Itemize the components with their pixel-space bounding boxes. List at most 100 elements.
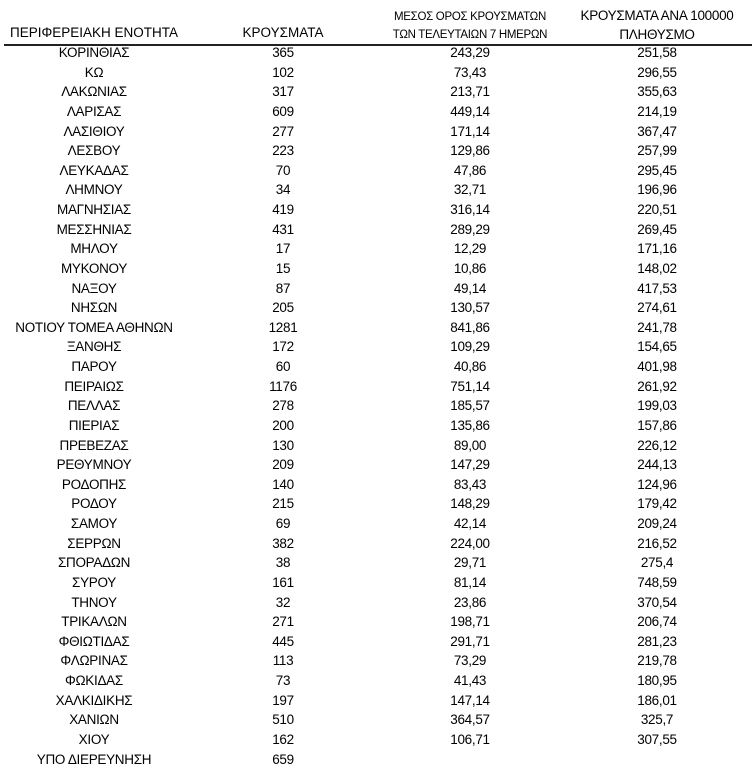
cell-per100k: 244,13 [637,457,677,473]
cell-region: ΛΑΡΙΣΑΣ [66,103,122,119]
cell-avg7: 29,71 [453,555,487,571]
cell-avg7: 316,14 [450,202,490,217]
header-per100k: ΚΡΟΥΣΜΑΤΑ ΑΝΑ 100000 ΠΛΗΘΥΣΜΟ [567,6,747,44]
cell-region: ΞΑΝΘΗΣ [66,339,122,355]
cell-cases: 609 [272,103,294,119]
cell-region: ΠΙΕΡΙΑΣ [68,417,120,433]
cell-cases: 278 [272,398,294,414]
cell-per100k: 199,03 [637,398,677,414]
cell-cases: 277 [272,123,294,139]
cell-per100k: 186,01 [637,692,677,708]
table-body: ΚΟΡΙΝΘΙΑΣ 365 243,29 251,58 ΚΩ 102 73,43 296,55… [0,43,752,769]
cell-avg7: 148,29 [450,496,490,512]
header-divider [4,44,752,46]
table-row: ΛΕΣΒΟΥ 223 129,86 257,99 [0,141,752,161]
cell-avg7: 171,14 [450,123,490,139]
cell-per100k: 148,02 [637,260,677,276]
cell-cases: 205 [272,300,294,316]
cell-cases: 197 [272,692,294,708]
table-row: ΛΕΥΚΑΔΑΣ 70 47,86 295,45 [0,161,752,181]
cell-region: ΣΥΡΟΥ [72,574,116,590]
cell-avg7: 751,14 [450,378,490,394]
cell-avg7: 73,43 [453,64,487,80]
cell-cases: 1281 [268,319,298,335]
cell-region: ΥΠΟ ΔΙΕΡΕΥΝΗΣΗ [36,751,152,767]
cell-cases: 130 [272,437,294,453]
cell-per100k: 367,47 [637,123,677,139]
cell-region: ΦΛΩΡΙΝΑΣ [60,653,128,669]
cell-avg7: 83,43 [453,476,487,492]
cell-region: ΛΕΣΒΟΥ [67,143,121,159]
cell-avg7: 23,86 [453,594,487,610]
table-row: ΜΕΣΣΗΝΙΑΣ 431 289,29 269,45 [0,220,752,240]
table-row: ΝΟΤΙΟΥ ΤΟΜΕΑ ΑΘΗΝΩΝ 1281 841,86 241,78 [0,318,752,338]
cell-avg7: 10,86 [453,260,487,276]
cell-avg7: 109,29 [450,339,490,355]
cell-avg7: 289,29 [450,221,490,237]
cell-per100k: 325,7 [640,712,674,728]
cell-avg7: 12,29 [453,241,487,257]
table-row: ΠΡΕΒΕΖΑΣ 130 89,00 226,12 [0,436,752,456]
table-row: ΛΗΜΝΟΥ 34 32,71 196,96 [0,180,752,200]
table-row: ΧΑΛΚΙΔΙΚΗΣ 197 147,14 186,01 [0,691,752,711]
cell-avg7: 41,43 [453,673,487,688]
cell-cases: 1176 [269,378,297,394]
cell-cases: 87 [275,280,291,296]
table-row: ΧΙΟΥ 162 106,71 307,55 [0,730,752,750]
cell-avg7: 841,86 [450,319,490,335]
cell-cases: 419 [272,202,294,217]
cell-per100k: 274,61 [637,300,677,316]
cell-avg7: 129,86 [450,143,490,159]
table-row: ΛΑΣΙΘΙΟΥ 277 171,14 367,47 [0,122,752,142]
cell-avg7: 130,57 [450,300,490,316]
cell-region: ΧΙΟΥ [78,731,110,747]
cell-per100k: 154,65 [637,339,677,355]
cell-region: ΦΩΚΙΔΑΣ [65,673,123,688]
cell-cases: 431 [272,221,294,237]
cell-avg7: 32,71 [453,182,487,198]
cell-region: ΝΑΞΟΥ [71,280,117,296]
table-row: ΣΠΟΡΑΔΩΝ 38 29,71 275,4 [0,553,752,573]
cell-region: ΠΡΕΒΕΖΑΣ [59,437,129,453]
cell-per100k: 355,63 [637,84,677,100]
table-row: ΚΩ 102 73,43 296,55 [0,63,752,83]
cell-per100k: 216,52 [637,535,677,551]
table-row: ΠΕΛΛΑΣ 278 185,57 199,03 [0,396,752,416]
cell-region: ΤΗΝΟΥ [71,594,117,610]
cell-cases: 140 [272,476,294,492]
cell-avg7: 364,57 [450,712,490,728]
cell-per100k: 261,92 [637,378,677,394]
table-row: ΣΑΜΟΥ 69 42,14 209,24 [0,514,752,534]
cell-per100k: 157,86 [637,417,677,433]
cell-region: ΡΕΘΥΜΝΟΥ [56,457,132,473]
header-per100k-line2: ΠΛΗΘΥΣΜΟ [619,27,695,42]
table-row: ΤΗΝΟΥ 32 23,86 370,54 [0,593,752,613]
table-row: ΡΟΔΟΥ 215 148,29 179,42 [0,494,752,514]
cell-avg7: 47,86 [453,162,487,178]
cell-region: ΚΟΡΙΝΘΙΑΣ [58,45,130,60]
cell-region: ΤΡΙΚΑΛΩΝ [61,614,127,630]
cell-avg7: 40,86 [453,359,487,374]
table-row: ΞΑΝΘΗΣ 172 109,29 154,65 [0,337,752,357]
cell-cases: 17 [275,241,291,257]
cell-per100k: 124,96 [637,476,677,492]
cell-cases: 73 [275,673,291,688]
cell-avg7: 243,29 [450,45,490,60]
cell-region: ΛΑΣΙΘΙΟΥ [63,123,125,139]
cell-cases: 60 [275,359,291,374]
cell-region: ΜΗΛΟΥ [70,241,118,257]
header-avg7-line2: ΤΩΝ ΤΕΛΕΥΤΑΙΩΝ 7 ΗΜΕΡΩΝ [392,29,548,41]
cell-cases: 34 [275,182,291,198]
table-row: ΥΠΟ ΔΙΕΡΕΥΝΗΣΗ 659 [0,750,752,770]
cell-region: ΛΕΥΚΑΔΑΣ [59,162,129,178]
cell-cases: 172 [272,339,294,355]
table-row: ΜΑΓΝΗΣΙΑΣ 419 316,14 220,51 [0,200,752,220]
cell-per100k: 281,23 [637,633,677,649]
cell-per100k: 219,78 [637,653,677,669]
cell-per100k: 748,59 [637,574,677,590]
table-row: ΣΥΡΟΥ 161 81,14 748,59 [0,573,752,593]
cell-region: ΡΟΔΟΠΗΣ [61,476,127,492]
cell-cases: 69 [275,516,291,531]
table-row: ΦΛΩΡΙΝΑΣ 113 73,29 219,78 [0,651,752,671]
cell-per100k: 269,45 [637,221,677,237]
